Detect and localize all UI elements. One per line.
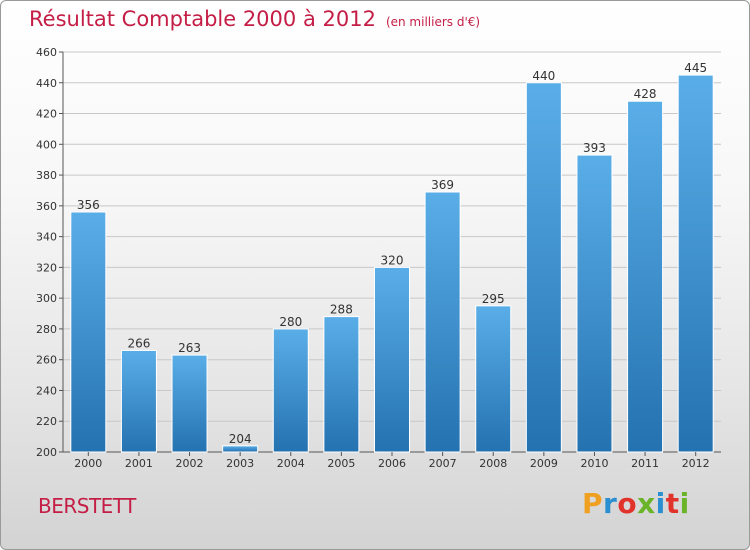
logo-letter: P [582,487,604,520]
y-tick-label: 220 [36,415,57,428]
y-tick-label: 200 [36,446,57,459]
bar [576,154,613,453]
logo-letter: x [637,487,656,520]
bar [525,82,562,453]
y-tick-label: 260 [36,354,57,367]
logo-letter: r [603,487,618,520]
bar-value-label: 369 [431,178,454,192]
x-tick-label: 2003 [226,457,254,470]
x-tick-label: 2010 [580,457,608,470]
y-tick-label: 280 [36,323,57,336]
y-tick-label: 300 [36,292,57,305]
x-tick-label: 2007 [429,457,457,470]
logo-letter: o [617,487,638,520]
logo-letter: t [665,487,680,520]
bar [627,100,664,453]
chart-title: Résultat Comptable 2000 à 2012 (en millie… [29,7,480,31]
proxiti-logo: Proxiti [582,487,690,520]
y-tick-label: 240 [36,384,57,397]
x-tick-label: 2000 [74,457,102,470]
bar [272,328,309,453]
bar-value-label: 356 [77,198,100,212]
logo-letter: i [679,487,690,520]
place-name: BERSTETT [38,494,136,518]
bar-value-label: 393 [583,141,606,155]
x-tick-label: 2012 [682,457,710,470]
x-tick-label: 2006 [378,457,406,470]
y-tick-label: 320 [36,261,57,274]
bar [475,305,512,453]
bar [323,316,360,453]
bar [374,266,410,453]
x-tick-label: 2001 [125,457,153,470]
y-tick-label: 340 [36,231,57,244]
bar-value-label: 428 [634,87,657,101]
x-tick-label: 2008 [479,457,507,470]
y-tick-label: 400 [36,138,57,151]
y-tick-label: 460 [36,46,57,59]
x-tick-label: 2005 [327,457,355,470]
bar-value-label: 295 [482,292,505,306]
logo-letter: i [655,487,666,520]
bar-value-label: 266 [127,336,150,350]
y-tick-label: 360 [36,200,57,213]
bar-value-label: 280 [279,315,302,329]
bar [120,349,157,453]
bar [171,354,208,453]
bar [70,211,107,453]
bar-value-label: 445 [684,61,707,75]
bar-value-label: 320 [381,253,404,267]
x-tick-label: 2002 [176,457,204,470]
bar [222,445,259,453]
y-tick-label: 380 [36,169,57,182]
y-tick-label: 420 [36,108,57,121]
bar-value-label: 204 [229,432,252,446]
x-tick-label: 2009 [530,457,558,470]
y-tick-label: 440 [36,77,57,90]
x-tick-label: 2011 [631,457,659,470]
bar-value-label: 440 [532,69,555,83]
bar-value-label: 263 [178,341,201,355]
chart-title-text: Résultat Comptable 2000 à 2012 [29,7,376,31]
x-tick-label: 2004 [277,457,305,470]
chart-subtitle: (en milliers d'€) [385,15,481,29]
bar [677,74,714,453]
bar-value-label: 288 [330,303,353,317]
bar [424,191,461,453]
